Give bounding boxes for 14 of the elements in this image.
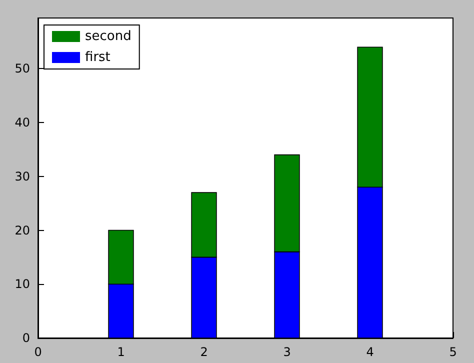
x-tick-label: 5 [449,345,457,359]
legend-label: first [85,50,110,65]
legend-label: second [85,29,132,44]
x-tick-label: 2 [200,345,208,359]
y-tick-label: 0 [22,331,30,345]
x-tick-label: 0 [34,345,42,359]
y-tick-label: 20 [14,223,30,238]
x-tick-label: 1 [117,345,125,359]
y-tick-label: 40 [14,116,30,130]
y-tick-label: 50 [14,62,30,76]
y-tick-label: 10 [14,277,30,292]
y-tick-label: 30 [14,169,30,184]
x-tick-label: 3 [283,345,291,359]
x-tick-label: 4 [366,345,374,359]
